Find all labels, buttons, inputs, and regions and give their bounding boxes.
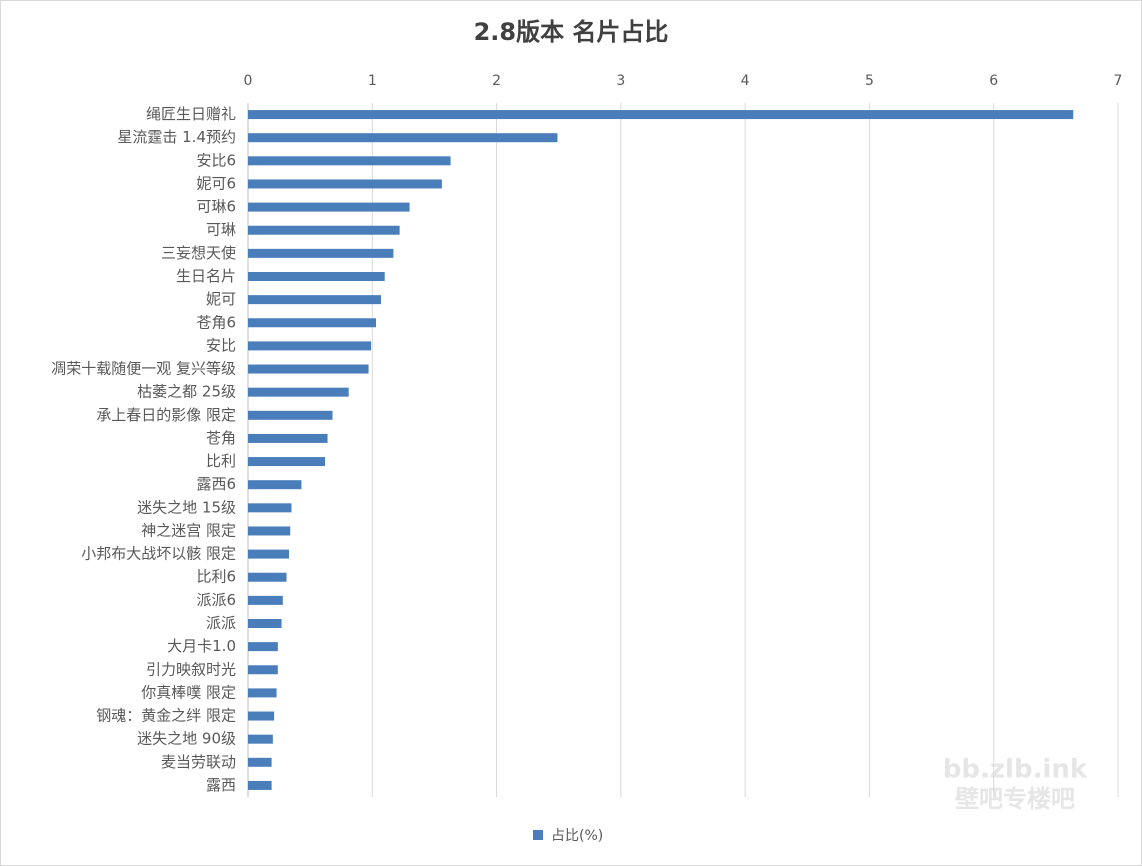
bar <box>248 572 287 582</box>
y-tick-label: 苍角6 <box>196 313 236 331</box>
legend-label: 占比(%) <box>551 828 603 844</box>
bar <box>248 341 372 351</box>
bar <box>248 272 385 281</box>
y-tick-label: 可琳 <box>206 221 236 239</box>
y-tick-label: 露西 <box>206 776 236 794</box>
y-tick-label: 派派6 <box>196 591 236 609</box>
x-tick-label: 0 <box>244 73 253 89</box>
bar <box>248 364 369 374</box>
y-tick-label: 麦当劳联动 <box>161 753 236 771</box>
y-tick-label: 神之迷宫 限定 <box>141 521 236 539</box>
y-tick-label: 大月卡1.0 <box>167 637 236 655</box>
y-tick-label: 苍角 <box>206 429 236 447</box>
bar <box>248 318 377 328</box>
bar <box>248 110 1074 120</box>
y-tick-label: 妮可 <box>206 290 236 308</box>
y-tick-label: 生日名片 <box>176 267 236 285</box>
bar <box>248 595 283 605</box>
y-tick-label: 可琳6 <box>196 198 236 216</box>
bar <box>248 480 302 490</box>
y-tick-label: 迷失之地 15级 <box>137 498 236 516</box>
x-tick-label: 1 <box>368 73 377 89</box>
x-tick-label: 6 <box>989 73 998 89</box>
bar <box>248 665 278 675</box>
legend-swatch <box>533 830 543 840</box>
x-tick-label: 3 <box>616 73 625 89</box>
bar <box>248 133 558 143</box>
y-tick-label: 枯萎之都 25级 <box>137 383 236 401</box>
bar <box>248 295 381 305</box>
y-tick-label: 妮可6 <box>196 174 236 192</box>
y-tick-label: 安比6 <box>196 151 236 169</box>
y-tick-label: 引力映叙时光 <box>146 660 236 678</box>
y-tick-label: 比利6 <box>196 568 236 586</box>
bar <box>248 387 349 397</box>
x-tick-label: 4 <box>741 73 750 89</box>
bar <box>248 248 394 258</box>
y-tick-label: 派派 <box>206 614 236 632</box>
watermark: bb.zlb.ink <box>943 755 1088 785</box>
y-tick-label: 三妄想天使 <box>161 244 236 262</box>
y-tick-label: 露西6 <box>196 475 236 493</box>
y-tick-label: 安比 <box>206 336 236 354</box>
bar <box>248 156 451 166</box>
chart-title: 2.8版本 名片占比 <box>474 18 669 46</box>
y-tick-label: 迷失之地 90级 <box>137 730 236 748</box>
bar <box>248 549 290 559</box>
bar <box>248 780 272 790</box>
y-tick-label: 钢魂：黄金之绊 限定 <box>96 707 236 725</box>
y-tick-label: 承上春日的影像 限定 <box>96 406 236 424</box>
y-tick-label: 你真棒噗 限定 <box>141 683 236 701</box>
bar <box>248 526 291 536</box>
bar <box>248 179 442 189</box>
y-tick-label: 星流霆击 1.4预约 <box>117 128 236 146</box>
bar <box>248 619 282 628</box>
y-tick-label: 凋荣十载随便一观 复兴等级 <box>51 360 236 378</box>
y-tick-label: 小邦布大战坏以骸 限定 <box>81 545 236 563</box>
bar <box>248 642 278 652</box>
x-tick-label: 5 <box>865 73 874 89</box>
bar <box>248 711 275 721</box>
bar <box>248 457 326 467</box>
bar <box>248 503 292 513</box>
bar <box>248 688 277 698</box>
bar <box>248 225 400 235</box>
y-tick-label: 比利 <box>206 452 236 470</box>
bar <box>248 734 273 744</box>
bar <box>248 757 272 767</box>
bar <box>248 202 410 212</box>
x-tick-label: 7 <box>1114 73 1123 89</box>
x-tick-label: 2 <box>492 73 501 89</box>
watermark: 壁吧专楼吧 <box>955 785 1075 813</box>
bar <box>248 433 328 443</box>
bar <box>248 410 333 420</box>
y-tick-label: 绳匠生日赠礼 <box>146 105 236 123</box>
